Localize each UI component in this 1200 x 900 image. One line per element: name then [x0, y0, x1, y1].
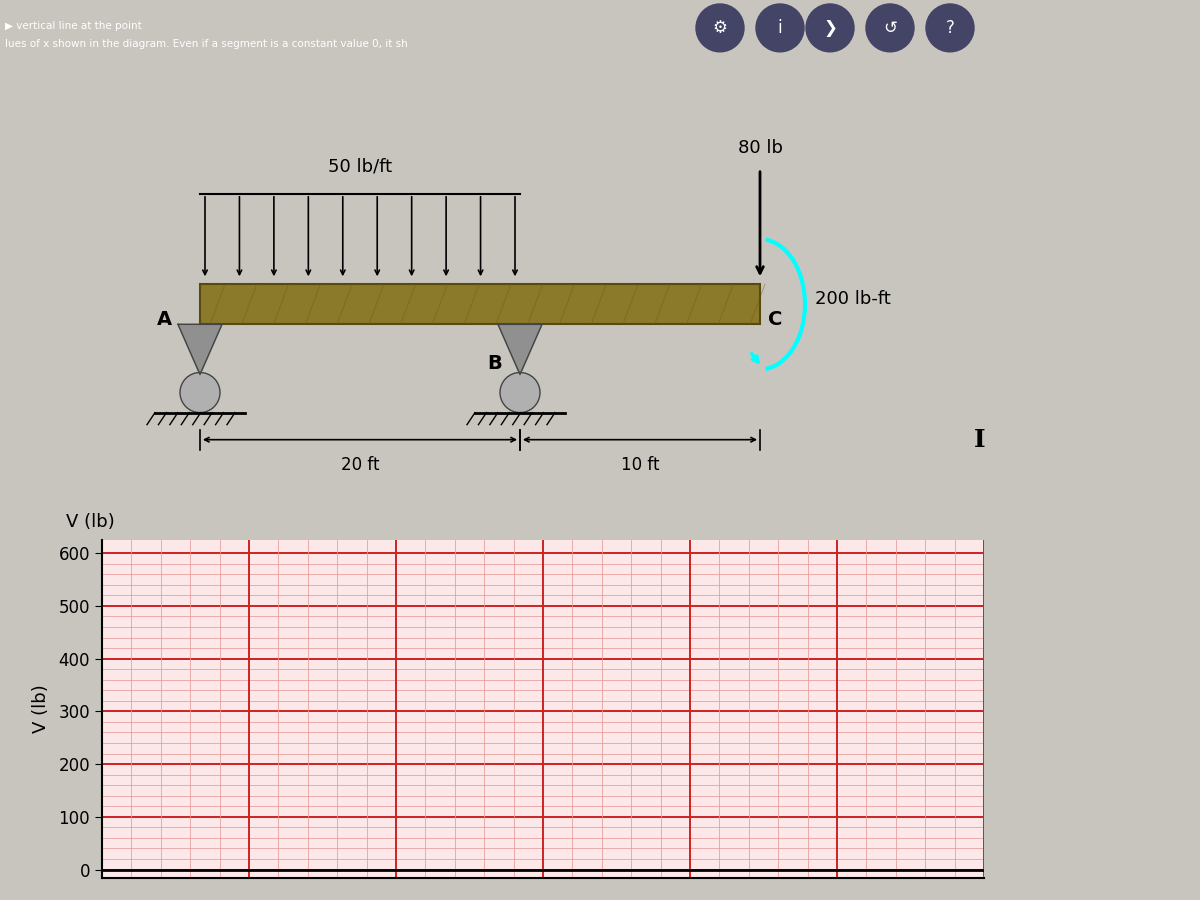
Y-axis label: V (lb): V (lb): [32, 684, 50, 734]
Text: B: B: [487, 355, 502, 374]
Text: ❯: ❯: [823, 19, 836, 37]
Bar: [200, 284, 760, 324]
Text: ▶ vertical line at the point: ▶ vertical line at the point: [5, 21, 142, 31]
Text: A: A: [157, 310, 172, 328]
Text: C: C: [768, 310, 782, 328]
Circle shape: [180, 373, 220, 412]
Text: ↺: ↺: [883, 19, 896, 37]
Circle shape: [926, 4, 974, 52]
Text: V (lb): V (lb): [66, 513, 115, 531]
Polygon shape: [498, 324, 542, 374]
Text: i: i: [778, 19, 782, 37]
Text: 10 ft: 10 ft: [620, 455, 659, 473]
Circle shape: [696, 4, 744, 52]
Circle shape: [500, 373, 540, 412]
Text: 200 lb-ft: 200 lb-ft: [815, 290, 890, 308]
Polygon shape: [178, 324, 222, 374]
Text: 20 ft: 20 ft: [341, 455, 379, 473]
Circle shape: [756, 4, 804, 52]
Text: 50 lb/ft: 50 lb/ft: [328, 158, 392, 176]
Circle shape: [866, 4, 914, 52]
Text: 80 lb: 80 lb: [738, 139, 782, 157]
Text: lues of x shown in the diagram. Even if a segment is a constant value 0, it sh: lues of x shown in the diagram. Even if …: [5, 39, 408, 49]
Circle shape: [806, 4, 854, 52]
Text: I: I: [974, 428, 986, 452]
Text: ⚙: ⚙: [713, 19, 727, 37]
Text: ?: ?: [946, 19, 954, 37]
